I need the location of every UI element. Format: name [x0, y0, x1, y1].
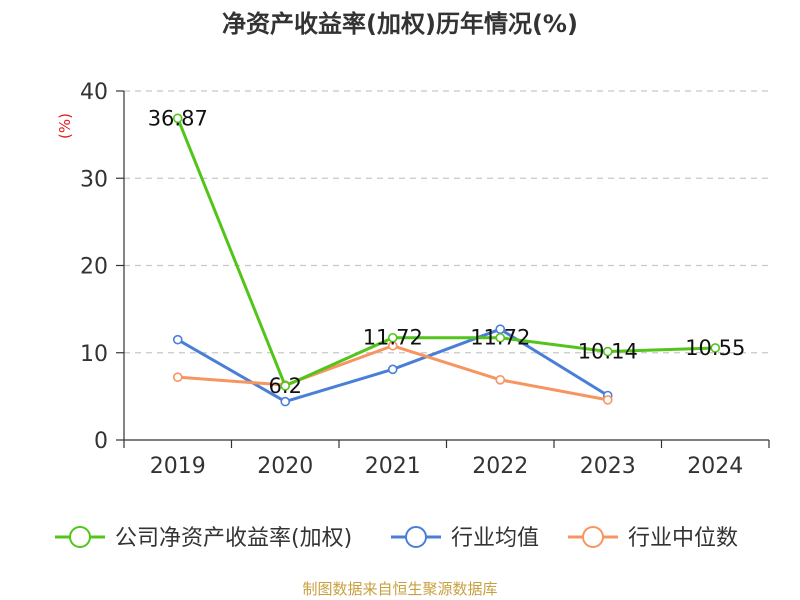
data-point [172, 113, 183, 124]
data-point [172, 372, 183, 382]
data-label: 10.55 [685, 336, 745, 360]
legend-label: 行业中位数 [628, 526, 738, 551]
x-tick-label: 2019 [150, 454, 206, 479]
y-tick-label: 40 [80, 80, 108, 105]
series-lines [172, 113, 721, 407]
data-label: 10.14 [578, 340, 638, 364]
data-point [387, 364, 398, 375]
data-point [172, 334, 183, 345]
legend-item[interactable]: 行业均值 [391, 526, 539, 551]
source-note: 制图数据来自恒生聚源数据库 [302, 580, 497, 598]
data-point [602, 346, 613, 357]
y-tick-label: 20 [80, 255, 108, 280]
legend-marker-icon [405, 526, 427, 548]
data-point [602, 395, 613, 405]
legend-marker-icon [582, 526, 604, 548]
legend[interactable]: 公司净资产收益率(加权) 行业均值 行业中位数 [55, 526, 738, 551]
data-point [710, 343, 721, 353]
chart-title: 净资产收益率(加权)历年情况(%) [222, 10, 578, 38]
x-tick-label: 2022 [472, 454, 528, 479]
data-label: 6.2 [269, 374, 302, 398]
grid-lines [124, 90, 769, 354]
axes: 0 10 20 30 40 2019 2020 2021 2022 2023 2024 [80, 80, 770, 479]
legend-item[interactable]: 行业中位数 [568, 526, 738, 551]
data-point [280, 381, 291, 391]
y-axis-unit: (%) [56, 113, 74, 139]
series-line [176, 117, 716, 388]
data-point [280, 396, 291, 407]
data-point [495, 332, 506, 343]
legend-label: 公司净资产收益率(加权) [115, 526, 352, 551]
x-tick-label: 2024 [687, 454, 743, 479]
legend-item[interactable]: 公司净资产收益率(加权) [55, 526, 352, 551]
x-tick-label: 2021 [365, 454, 421, 479]
data-point [387, 332, 398, 343]
x-tick-label: 2023 [580, 454, 636, 479]
data-label: 36.87 [148, 106, 208, 130]
y-tick-label: 0 [94, 429, 108, 454]
y-tick-label: 10 [80, 342, 108, 367]
legend-label: 行业均值 [451, 526, 539, 551]
legend-marker-icon [69, 526, 91, 548]
data-point [495, 374, 506, 385]
data-label: 11.72 [363, 326, 423, 350]
data-label: 11.72 [470, 326, 530, 350]
x-tick-label: 2020 [257, 454, 313, 479]
data-labels: 36.87 6.2 11.72 11.72 10.14 10.55 [148, 106, 746, 398]
y-tick-label: 30 [80, 167, 108, 192]
